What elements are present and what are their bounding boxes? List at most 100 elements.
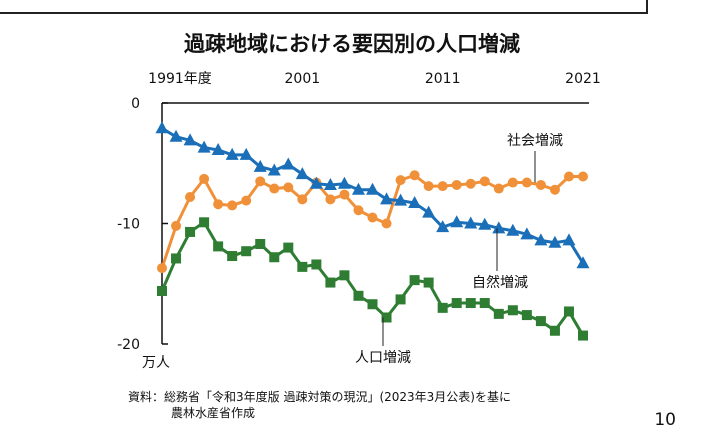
data-point-square [171, 253, 182, 264]
data-point-triangle [422, 205, 436, 218]
data-point-triangle [169, 129, 183, 142]
data-point-square [507, 305, 518, 316]
data-point-square [535, 316, 546, 327]
data-point-triangle [380, 192, 394, 205]
y-unit-label: 万人 [142, 355, 170, 371]
data-point-circle [578, 171, 588, 182]
data-point-circle [479, 176, 490, 187]
data-point-circle [185, 191, 196, 202]
chart-title: 過疎地域における要因別の人口増減 [184, 32, 520, 56]
data-point-square [367, 299, 378, 310]
data-point-triangle [520, 227, 534, 240]
data-point-circle [535, 179, 546, 190]
header-frame [0, 0, 648, 14]
data-point-square [437, 302, 448, 313]
data-point-triangle [155, 121, 169, 134]
x-tick-label: 2011 [425, 71, 461, 87]
data-point-circle [353, 205, 364, 216]
data-point-triangle [323, 177, 337, 190]
data-point-square [409, 275, 420, 286]
data-point-triangle [309, 176, 323, 189]
data-point-triangle [506, 223, 520, 236]
data-point-triangle [576, 256, 590, 269]
data-point-circle [199, 173, 210, 184]
data-point-square [423, 277, 434, 288]
data-point-circle [269, 183, 280, 194]
series-label: 自然増減 [472, 274, 528, 291]
data-point-square [255, 238, 266, 249]
data-point-circle [437, 181, 448, 192]
data-point-triangle [253, 159, 267, 172]
data-point-square [311, 259, 322, 270]
data-point-circle [255, 176, 266, 187]
data-point-square [283, 242, 294, 253]
data-point-circle [451, 179, 462, 190]
data-point-circle [325, 194, 336, 205]
data-point-square [563, 306, 574, 317]
source-line-2: 農林水産省作成 [171, 406, 256, 420]
data-point-circle [563, 171, 574, 182]
data-point-square [395, 294, 406, 305]
data-point-circle [493, 183, 504, 194]
data-point-triangle [337, 176, 351, 189]
data-point-triangle [464, 216, 478, 229]
data-point-square [479, 298, 490, 309]
data-point-triangle [436, 220, 450, 233]
data-point-circle [157, 263, 167, 274]
data-point-triangle [239, 147, 253, 160]
data-point-triangle [548, 235, 562, 248]
data-point-triangle [211, 142, 225, 155]
y-tick-label: -10 [117, 217, 140, 233]
data-point-circle [283, 182, 294, 193]
data-point-triangle [267, 163, 281, 176]
data-point-square [549, 325, 560, 336]
data-point-circle [423, 181, 434, 192]
y-tick-label: -20 [117, 337, 140, 353]
data-point-circle [381, 218, 392, 229]
data-point-triangle [225, 147, 239, 160]
data-point-circle [465, 178, 476, 189]
data-point-square [199, 217, 210, 228]
data-point-triangle [183, 133, 197, 146]
x-tick-label: 2001 [285, 71, 321, 87]
data-point-triangle [534, 233, 548, 246]
data-point-triangle [492, 221, 506, 234]
data-point-triangle [197, 140, 211, 153]
y-tick-label: 0 [131, 96, 140, 112]
data-point-triangle [408, 196, 422, 209]
data-point-circle [521, 177, 532, 188]
data-point-circle [213, 199, 224, 210]
data-point-square [325, 277, 336, 288]
data-point-square [339, 270, 350, 281]
data-point-circle [507, 177, 518, 188]
data-point-circle [549, 184, 560, 195]
data-point-circle [367, 212, 378, 223]
data-point-circle [227, 200, 238, 211]
source-note: 資料：総務省「令和3年度版 過疎対策の現況」(2023年3月公表)を基に 農林水… [128, 389, 511, 421]
data-point-triangle [295, 167, 309, 180]
source-line-1: 資料：総務省「令和3年度版 過疎対策の現況」(2023年3月公表)を基に [128, 390, 511, 404]
data-point-square [213, 241, 224, 252]
data-point-square [493, 308, 504, 319]
data-point-triangle [562, 233, 576, 246]
data-point-square [227, 251, 238, 262]
data-point-square [465, 298, 476, 309]
data-point-square [185, 226, 196, 237]
data-point-circle [171, 220, 182, 231]
data-point-circle [241, 195, 252, 206]
data-point-square [269, 252, 280, 263]
data-point-circle [409, 170, 420, 181]
data-point-circle [395, 175, 406, 186]
series-label: 社会増減 [507, 132, 563, 149]
data-point-triangle [394, 193, 408, 206]
data-point-square [157, 285, 167, 296]
data-point-triangle [281, 157, 295, 170]
data-point-square [241, 246, 252, 257]
data-point-square [353, 290, 364, 301]
data-point-square [578, 330, 588, 341]
data-point-square [297, 261, 308, 272]
x-tick-label: 2021 [565, 71, 601, 87]
page-number: 10 [654, 410, 676, 430]
data-point-square [521, 310, 532, 321]
series-label: 人口増減 [355, 349, 411, 366]
